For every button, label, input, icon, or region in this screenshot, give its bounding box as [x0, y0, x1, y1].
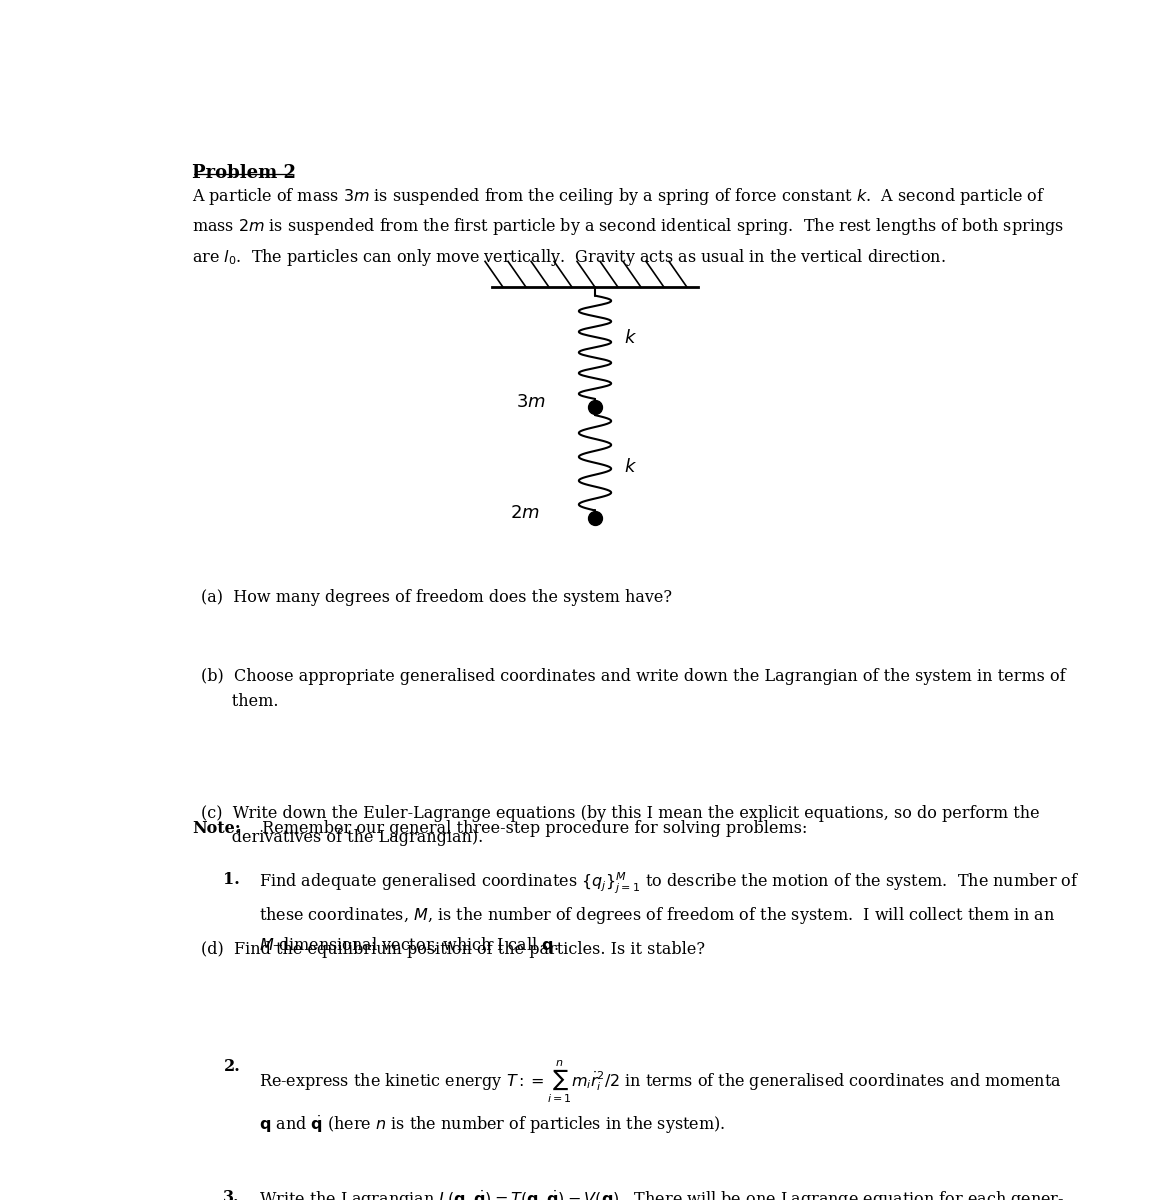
Text: (b)  Choose appropriate generalised coordinates and write down the Lagrangian of: (b) Choose appropriate generalised coord…	[201, 668, 1066, 709]
Text: $2m$: $2m$	[510, 504, 539, 522]
Text: $3m$: $3m$	[517, 392, 546, 410]
Text: A particle of mass $3m$ is suspended from the ceiling by a spring of force const: A particle of mass $3m$ is suspended fro…	[192, 186, 1063, 268]
Text: (a)  How many degrees of freedom does the system have?: (a) How many degrees of freedom does the…	[201, 589, 672, 606]
Text: Remember our general three-step procedure for solving problems:: Remember our general three-step procedur…	[257, 821, 807, 838]
Text: $k$: $k$	[623, 329, 637, 347]
Text: Find adequate generalised coordinates $\{q_j\}_{j=1}^{M}$ to describe the motion: Find adequate generalised coordinates $\…	[259, 871, 1080, 955]
Text: $k$: $k$	[623, 458, 637, 476]
Text: (c)  Write down the Euler-Lagrange equations (by this I mean the explicit equati: (c) Write down the Euler-Lagrange equati…	[201, 805, 1039, 846]
Text: (d)  Find the equilibrium position of the particles. Is it stable?: (d) Find the equilibrium position of the…	[201, 942, 705, 959]
Text: 3.: 3.	[223, 1189, 240, 1200]
Text: Note:: Note:	[192, 821, 240, 838]
Text: Problem 2: Problem 2	[192, 164, 296, 182]
Text: 2.: 2.	[223, 1058, 240, 1075]
Text: Re-express the kinetic energy $T := \sum_{i=1}^{n} m_i\dot{r}_i^2/2$ in terms of: Re-express the kinetic energy $T := \sum…	[259, 1058, 1062, 1136]
Text: Write the Lagrangian $L(\mathbf{q}, \dot{\mathbf{q}}) = T(\mathbf{q}, \dot{\math: Write the Lagrangian $L(\mathbf{q}, \dot…	[259, 1189, 1065, 1200]
Text: 1.: 1.	[223, 871, 240, 888]
